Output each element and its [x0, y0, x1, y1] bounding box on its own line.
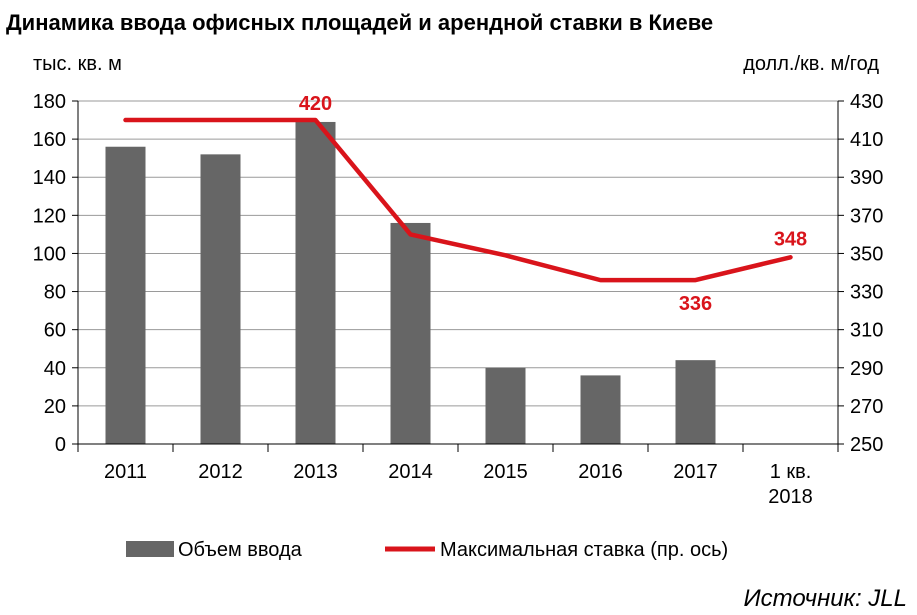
bar-series-objem-vvoda: [105, 121, 716, 444]
bar: [675, 360, 716, 444]
right-axis-tick-label: 370: [850, 205, 883, 227]
left-axis-tick-label: 160: [33, 129, 66, 151]
right-axis-tick-label: 390: [850, 167, 883, 189]
bar: [200, 154, 241, 444]
tick-labels: 0 20 40 60 80 100 120 140 160 180 250 270 290 310 330 3…: [33, 53, 884, 508]
right-axis-tick-label: 410: [850, 129, 883, 151]
data-label: 336: [679, 293, 712, 315]
right-axis-tick-label: 290: [850, 358, 883, 380]
bar: [105, 146, 146, 444]
right-axis-tick-label: 330: [850, 282, 883, 304]
x-axis-tick-label: 1 кв. 2018: [768, 461, 813, 508]
x-axis-tick-label: 2016: [578, 461, 623, 483]
x-axis-tick-label: 2012: [198, 461, 243, 483]
left-axis-tick-label: 20: [44, 396, 66, 418]
x-axis-tick-label: 2013: [293, 461, 338, 483]
left-axis-tick-label: 140: [33, 167, 66, 189]
line-series-max-rate: [123, 117, 793, 283]
legend-label-bar: Объем ввода: [178, 539, 303, 561]
bar: [390, 222, 431, 444]
right-axis-title: долл./кв. м/год: [743, 53, 879, 75]
left-axis-tick-label: 120: [33, 205, 66, 227]
legend-label-line: Максимальная ставка (пр. ось): [440, 539, 728, 561]
x-axis-tick-label: 2011: [104, 461, 147, 483]
left-axis-tick-label: 180: [33, 91, 66, 113]
bar: [580, 375, 621, 444]
gridlines: [78, 100, 838, 407]
right-axis-tick-label: 250: [850, 434, 883, 456]
legend: Объем ввода Максимальная ставка (пр. ось): [126, 539, 728, 561]
x-axis-tick-label: 2015: [483, 461, 528, 483]
chart-title: Динамика ввода офисных площадей и арендн…: [6, 10, 714, 35]
x-axis-tick-label: 2014: [388, 461, 433, 483]
data-labels: 420 336 348: [299, 93, 807, 315]
bar: [295, 121, 336, 444]
legend-swatch-bar: [126, 541, 174, 557]
left-axis-tick-label: 0: [55, 434, 66, 456]
right-axis-tick-label: 270: [850, 396, 883, 418]
bar: [485, 367, 526, 444]
left-axis-tick-label: 40: [44, 358, 66, 380]
data-label: 348: [774, 228, 807, 250]
right-axis-tick-label: 430: [850, 91, 883, 113]
left-axis-tick-label: 80: [44, 282, 66, 304]
data-label: 420: [299, 93, 332, 115]
line-series-path: [123, 117, 793, 283]
x-axis-tick-label: 2017: [673, 461, 718, 483]
source-note: Источник: JLL: [743, 585, 908, 612]
right-axis-tick-label: 350: [850, 243, 883, 265]
left-axis-tick-label: 60: [44, 320, 66, 342]
axes: [72, 100, 844, 452]
left-axis-tick-label: 100: [33, 243, 66, 265]
right-axis-tick-label: 310: [850, 320, 883, 342]
left-axis-title: тыс. кв. м: [33, 53, 122, 75]
